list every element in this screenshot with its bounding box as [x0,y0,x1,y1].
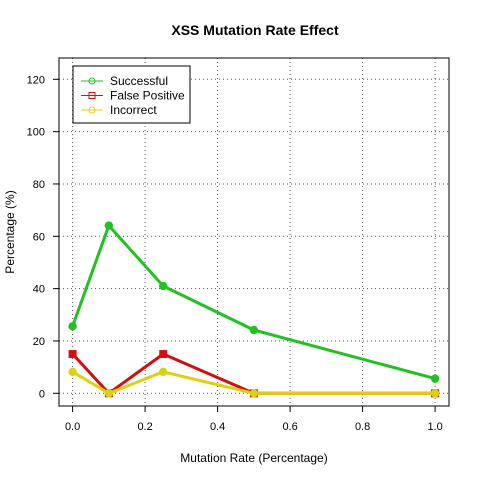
data-point-incorrect [105,389,113,397]
y-axis: 0 20 40 60 80 100 120 [27,74,59,400]
chart-title: XSS Mutation Rate Effect [171,22,339,38]
x-tick-label: 0.0 [65,421,80,433]
legend-label-successful: Successful [110,74,168,88]
x-tick-label: 0.2 [137,421,152,433]
data-point-successful [431,374,439,382]
y-tick-label: 0 [39,388,45,400]
data-point-incorrect [431,389,439,397]
y-tick-label: 60 [33,231,45,243]
data-point-successful [68,322,76,330]
data-point-successful [105,221,113,229]
series-line-successful [73,226,436,379]
data-point-incorrect [159,368,167,376]
y-tick-label: 40 [33,284,45,296]
x-tick-label: 0.4 [210,421,225,433]
y-tick-label: 20 [33,336,45,348]
x-axis-label: Mutation Rate (Percentage) [180,451,327,465]
y-tick-label: 100 [27,127,45,139]
y-tick-label: 80 [33,179,45,191]
x-tick-label: 1.0 [427,421,442,433]
y-tick-label: 120 [27,74,45,86]
series-layer [68,221,439,397]
y-axis-label: Percentage (%) [3,190,17,273]
data-point-successful [250,326,258,334]
x-tick-label: 0.6 [282,421,297,433]
legend-label-incorrect: Incorrect [110,103,157,117]
data-point-false-positive [159,350,167,358]
data-point-false-positive [69,350,77,358]
x-tick-label: 0.8 [355,421,370,433]
data-point-successful [159,282,167,290]
data-point-incorrect [250,389,258,397]
data-point-incorrect [68,368,76,376]
x-axis: 0.0 0.2 0.4 0.6 0.8 1.0 [65,406,443,433]
legend-label-false-positive: False Positive [110,89,185,103]
